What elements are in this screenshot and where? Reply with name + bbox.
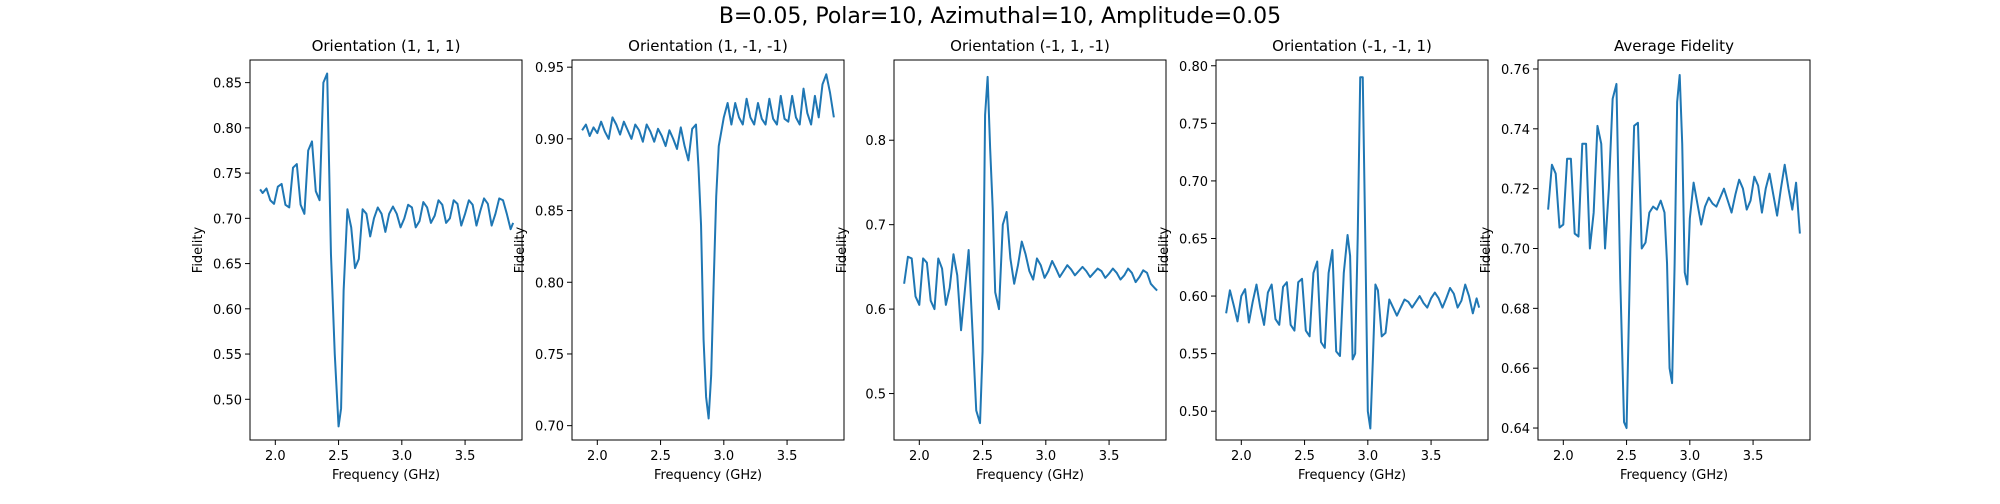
x-tick-label: 3.5 (455, 449, 476, 464)
x-tick-label: 3.5 (1421, 449, 1442, 464)
y-axis-label: Fidelity (835, 226, 850, 273)
x-tick-label: 3.0 (1357, 449, 1378, 464)
subplot-2: 2.0 2.5 3.0 3.5 0.70 0.75 0.80 0.85 0.90 0.95 Orie… (513, 37, 845, 483)
series-line-1 (1547, 73, 1801, 430)
y-tick-label: 0.64 (1501, 422, 1530, 437)
y-tick-label: 0.95 (535, 61, 564, 76)
y-tick-label: 0.85 (213, 77, 242, 92)
y-tick-label: 0.65 (1179, 232, 1208, 247)
y-tick-label: 0.55 (1179, 348, 1208, 363)
subplot-1: 2.0 2.5 3.0 3.5 0.50 0.55 0.60 0.65 0.70 0.75 0.80… (191, 37, 523, 483)
y-tick-label: 0.70 (1501, 243, 1530, 258)
y-tick-label: 0.50 (213, 393, 242, 408)
x-tick-label: 2.5 (328, 449, 349, 464)
y-axis-label: Fidelity (513, 226, 528, 273)
x-tick-label: 2.0 (909, 449, 930, 464)
y-tick-label: 0.50 (1179, 405, 1208, 420)
y-tick-label: 0.75 (1179, 117, 1208, 132)
y-tick-label: 0.55 (213, 348, 242, 363)
y-tick-label: 0.76 (1501, 63, 1530, 78)
x-tick-label: 3.0 (391, 449, 412, 464)
y-tick-label: 0.6 (865, 303, 886, 318)
y-tick-label: 0.80 (1179, 60, 1208, 75)
subplot-title: Average Fidelity (1614, 37, 1734, 55)
y-tick-label: 0.60 (1179, 290, 1208, 305)
y-tick-label: 0.68 (1501, 302, 1530, 317)
y-tick-label: 0.75 (535, 348, 564, 363)
y-tick-label: 0.74 (1501, 123, 1530, 138)
series-line-1 (581, 73, 835, 420)
axes-frame (571, 59, 845, 441)
subplot-title: Orientation (1, -1, -1) (628, 37, 788, 55)
x-tick-label: 3.0 (1679, 449, 1700, 464)
y-tick-label: 0.80 (213, 122, 242, 137)
x-axis-label: Frequency (GHz) (1298, 468, 1406, 483)
y-axis-label: Fidelity (1157, 226, 1172, 273)
axes-frame (1215, 59, 1489, 441)
axes-frame (249, 59, 523, 441)
axes-frame (1537, 59, 1811, 441)
y-axis-label: Fidelity (191, 226, 206, 273)
subplot-3: 2.0 2.5 3.0 3.5 0.5 0.6 0.7 0.8 Orientation (-1,… (835, 37, 1167, 483)
x-axis-label: Frequency (GHz) (1620, 468, 1728, 483)
y-tick-label: 0.66 (1501, 362, 1530, 377)
x-tick-label: 2.5 (1616, 449, 1637, 464)
y-tick-label: 0.7 (865, 219, 886, 234)
x-tick-label: 3.5 (1743, 449, 1764, 464)
x-tick-label: 2.0 (587, 449, 608, 464)
x-tick-label: 3.0 (1035, 449, 1056, 464)
x-tick-label: 3.5 (1099, 449, 1120, 464)
y-tick-label: 0.65 (213, 258, 242, 273)
subplot-title: Orientation (-1, 1, -1) (950, 37, 1110, 55)
x-axis-label: Frequency (GHz) (654, 468, 762, 483)
x-tick-label: 2.0 (1553, 449, 1574, 464)
series-line-1 (903, 75, 1158, 425)
y-tick-label: 0.80 (535, 276, 564, 291)
x-axis-label: Frequency (GHz) (332, 468, 440, 483)
y-tick-label: 0.85 (535, 205, 564, 220)
series-line-1 (259, 72, 515, 428)
x-tick-label: 3.5 (777, 449, 798, 464)
y-tick-label: 0.90 (535, 133, 564, 148)
y-tick-label: 0.72 (1501, 183, 1530, 198)
subplot-5: 2.0 2.5 3.0 3.5 0.64 0.66 0.68 0.70 0.72 0.74 0.76… (1479, 37, 1811, 483)
x-tick-label: 2.5 (650, 449, 671, 464)
x-tick-label: 3.0 (713, 449, 734, 464)
subplot-title: Orientation (1, 1, 1) (312, 37, 461, 55)
x-axis-label: Frequency (GHz) (976, 468, 1084, 483)
x-tick-label: 2.5 (972, 449, 993, 464)
x-tick-label: 2.0 (1231, 449, 1252, 464)
y-tick-label: 0.60 (213, 303, 242, 318)
x-tick-label: 2.5 (1294, 449, 1315, 464)
subplot-4: 2.0 2.5 3.0 3.5 0.50 0.55 0.60 0.65 0.70 0.75 0.80… (1157, 37, 1489, 483)
y-tick-label: 0.5 (865, 388, 886, 403)
subplot-title: Orientation (-1, -1, 1) (1272, 37, 1432, 55)
y-tick-label: 0.8 (865, 134, 886, 149)
y-tick-label: 0.70 (535, 420, 564, 435)
y-axis-label: Fidelity (1479, 226, 1494, 273)
axes-frame (893, 59, 1167, 441)
y-tick-label: 0.75 (213, 167, 242, 182)
y-tick-label: 0.70 (213, 212, 242, 227)
figure-suptitle: B=0.05, Polar=10, Azimuthal=10, Amplitud… (718, 4, 1282, 29)
series-line-1 (1225, 76, 1481, 430)
y-tick-label: 0.70 (1179, 175, 1208, 190)
x-tick-label: 2.0 (265, 449, 286, 464)
